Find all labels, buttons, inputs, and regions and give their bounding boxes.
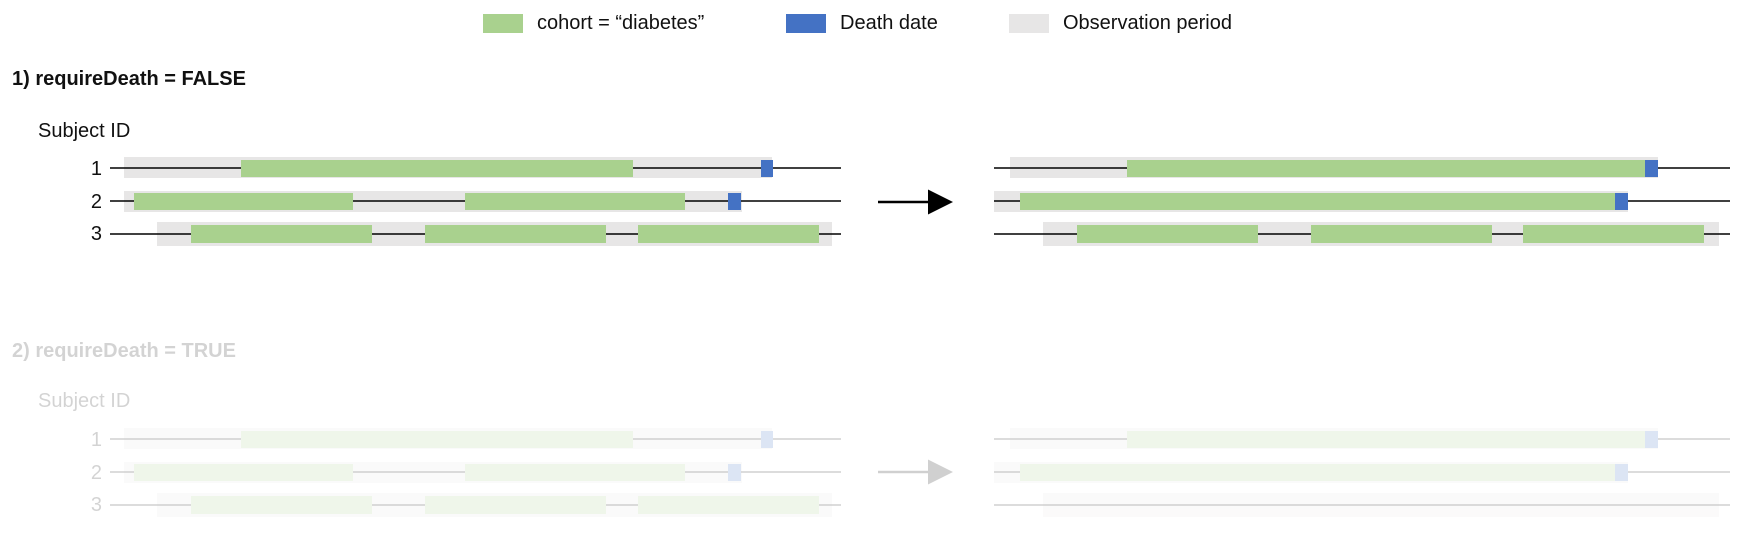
- cohort-entry: [638, 225, 819, 243]
- cohort-entry: [1311, 225, 1492, 243]
- cohort-entry: [1020, 193, 1615, 210]
- death-date: [728, 464, 741, 481]
- cohort-entry: [191, 496, 372, 514]
- timeline-before: [110, 428, 841, 517]
- cohort-entry: [1077, 225, 1258, 243]
- death-date: [1615, 464, 1628, 481]
- cohort-entry: [465, 193, 685, 210]
- timeline-after: [994, 157, 1730, 246]
- subject-row-1: [994, 428, 1730, 449]
- legend-label-cohort: cohort = “diabetes”: [537, 11, 705, 34]
- cohort-entry: [241, 431, 633, 448]
- subject-row-2: [994, 462, 1730, 483]
- timeline-before: [110, 157, 841, 246]
- cohort-entry: [134, 464, 353, 481]
- death-date: [1645, 431, 1658, 448]
- observation-period: [1010, 428, 1658, 449]
- death-date: [761, 160, 773, 177]
- observation-period: [124, 428, 772, 449]
- observation-period: [1043, 493, 1719, 517]
- cohort-entry: [425, 225, 606, 243]
- cohort-entry: [1127, 160, 1646, 177]
- subject-row-1: [110, 428, 841, 449]
- subject-row-2: [110, 462, 841, 483]
- section-title: 2) requireDeath = TRUE: [12, 340, 236, 362]
- section-1-timelines: [110, 157, 1730, 246]
- subject-id-header: Subject ID: [38, 390, 131, 412]
- death-date: [761, 431, 773, 448]
- legend-item-observation-period: Observation period: [1009, 10, 1232, 36]
- cohort-entry: [425, 496, 606, 514]
- cohort-entry: [1523, 225, 1704, 243]
- legend-label-death-date: Death date: [840, 11, 938, 34]
- subject-id-3: 3: [90, 223, 102, 245]
- section-2-timelines: [110, 428, 1730, 517]
- subject-row-3: [110, 493, 841, 517]
- subject-id-1: 1: [90, 158, 102, 180]
- subject-id-header: Subject ID: [38, 120, 131, 142]
- subject-row-3: [994, 493, 1730, 517]
- subject-row-1: [994, 157, 1730, 178]
- timeline-after: [994, 428, 1730, 517]
- subject-id-2: 2: [90, 462, 102, 484]
- subject-row-3: [994, 222, 1730, 246]
- cohort-swatch-icon: [483, 13, 523, 33]
- subject-id-1: 1: [90, 429, 102, 451]
- observation-period: [994, 462, 1628, 483]
- cohort-entry: [1020, 464, 1615, 481]
- cohort-entry: [465, 464, 685, 481]
- cohort-entry: [134, 193, 353, 210]
- legend-label-observation-period: Observation period: [1063, 11, 1232, 34]
- death-swatch-icon: [786, 13, 826, 33]
- legend-item-cohort: cohort = “diabetes”: [483, 10, 704, 36]
- subject-id-3: 3: [90, 494, 102, 516]
- cohort-entry: [241, 160, 633, 177]
- cohort-entry: [1127, 431, 1646, 448]
- subject-row-2: [994, 191, 1730, 212]
- cohort-entry: [638, 496, 819, 514]
- observation-period: [157, 493, 832, 517]
- cohort-entry: [191, 225, 372, 243]
- subject-id-2: 2: [90, 191, 102, 213]
- death-date: [1645, 160, 1658, 177]
- section-title: 1) requireDeath = FALSE: [12, 68, 246, 90]
- death-date: [728, 193, 741, 210]
- legend-item-death-date: Death date: [786, 10, 938, 36]
- subject-row-2: [110, 191, 841, 212]
- subject-row-1: [110, 157, 841, 178]
- observation-swatch-icon: [1009, 13, 1049, 33]
- subject-row-3: [110, 222, 841, 246]
- death-date: [1615, 193, 1628, 210]
- observation-period: [124, 462, 742, 483]
